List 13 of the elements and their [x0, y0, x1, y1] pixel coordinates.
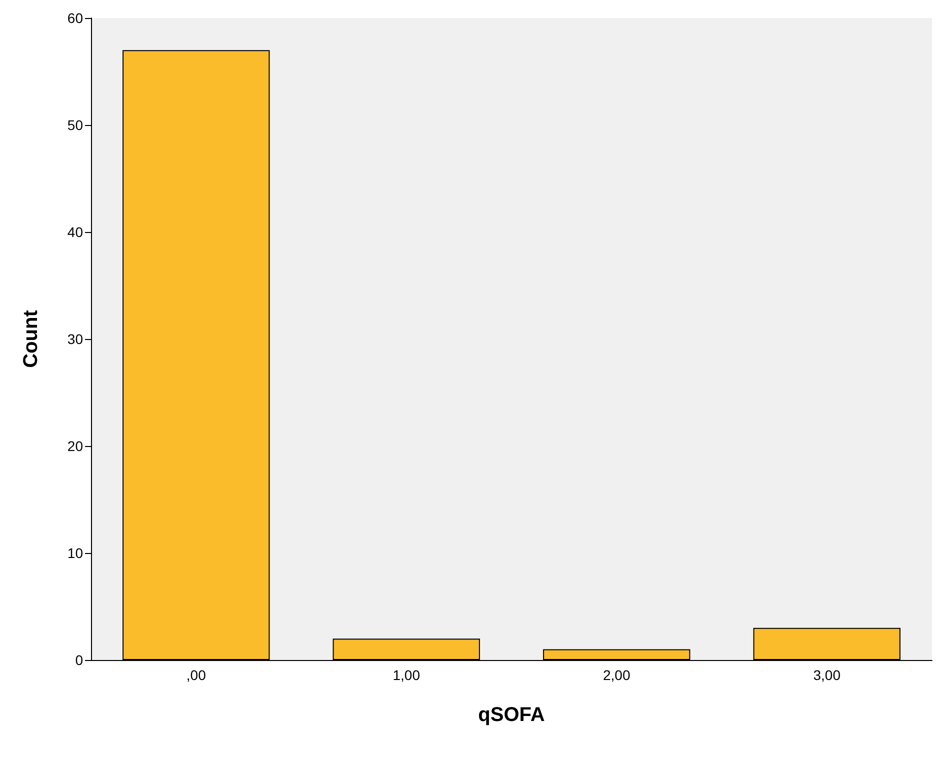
- y-tick-label: 20: [67, 438, 84, 454]
- x-tick-label: ,00: [186, 667, 206, 683]
- y-tick-label: 10: [67, 545, 84, 561]
- y-tick-label: 40: [67, 224, 84, 240]
- y-tick-label: 60: [67, 10, 84, 26]
- y-tick-label: 50: [67, 117, 84, 133]
- x-tick-label: 3,00: [813, 667, 841, 683]
- x-tick-label: 1,00: [392, 667, 420, 683]
- y-axis-title: Count: [20, 310, 42, 368]
- y-tick-label: 0: [75, 652, 84, 668]
- y-tick-label: 30: [67, 331, 84, 347]
- x-axis-title: qSOFA: [478, 704, 545, 726]
- x-tick-label: 2,00: [603, 667, 630, 683]
